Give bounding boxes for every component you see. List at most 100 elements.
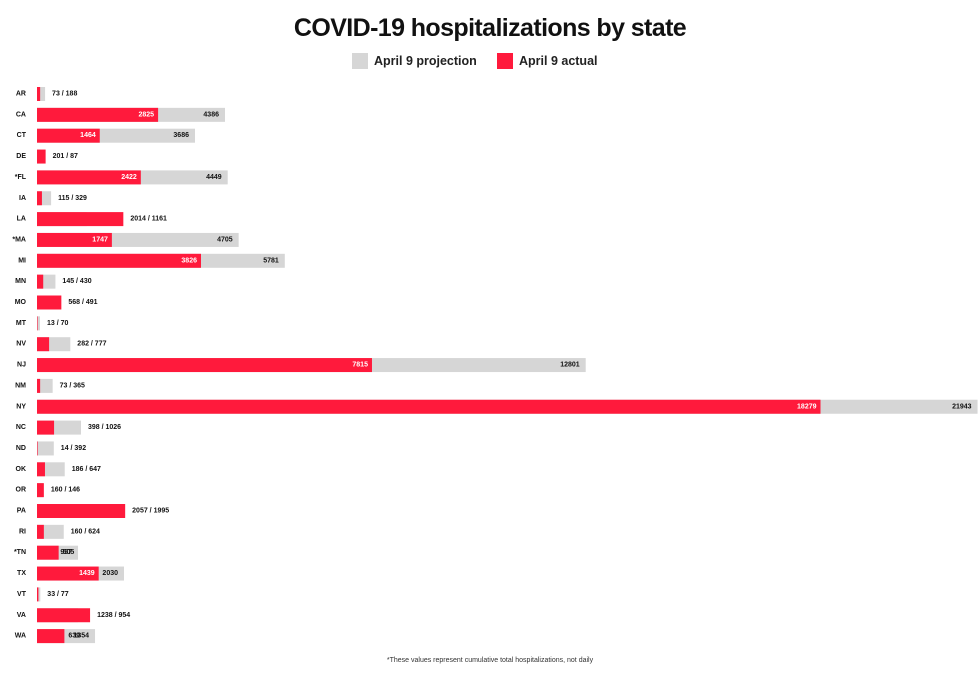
state-label-ma: *MA (12, 236, 26, 243)
state-label-vt: VT (17, 591, 27, 598)
actual-value-label-tn: 505 (63, 549, 75, 556)
value-label-mt: 13 / 70 (47, 320, 69, 327)
value-label-de: 201 / 87 (53, 153, 78, 160)
projection-value-label-ma: 4705 (217, 236, 233, 243)
actual-bar-va (37, 608, 91, 623)
projection-value-label-mi: 5781 (263, 257, 279, 264)
actual-value-label-tx: 1439 (79, 570, 95, 577)
actual-bar-nc (37, 420, 55, 435)
projection-value-label-nj: 12801 (560, 362, 580, 369)
legend-label-projection: April 9 projection (374, 54, 477, 68)
actual-bar-nm (37, 378, 41, 393)
value-label-mn: 145 / 430 (62, 278, 91, 285)
value-label-ar: 73 / 188 (52, 91, 77, 98)
state-label-mi: MI (18, 257, 26, 264)
actual-bar-fl (37, 170, 141, 185)
state-label-mo: MO (15, 299, 27, 306)
actual-value-label-ma: 1747 (92, 236, 108, 243)
actual-value-label-ca: 2825 (139, 111, 155, 118)
actual-value-label-ct: 1464 (80, 132, 96, 139)
state-label-or: OR (16, 487, 27, 494)
state-label-ny: NY (16, 403, 26, 410)
state-label-fl: *FL (15, 174, 27, 181)
value-label-vt: 33 / 77 (47, 591, 69, 598)
actual-bar-nj (37, 358, 372, 373)
value-label-nd: 14 / 392 (61, 445, 86, 452)
state-label-nv: NV (16, 341, 26, 348)
actual-bar-mt (37, 316, 38, 331)
state-label-ia: IA (19, 195, 26, 202)
value-label-or: 160 / 146 (51, 487, 80, 494)
footnote: *These values represent cumulative total… (386, 657, 594, 664)
actual-bar-ct (37, 128, 100, 143)
chart-title: COVID-19 hospitalizations by state (293, 14, 687, 42)
state-label-mn: MN (15, 278, 26, 285)
projection-bar-mt (37, 316, 40, 331)
state-label-ri: RI (19, 528, 26, 535)
actual-bar-nv (37, 337, 50, 352)
projection-value-label-fl: 4449 (206, 174, 222, 181)
state-label-ok: OK (16, 466, 27, 473)
projection-bar-vt (37, 587, 41, 602)
actual-bar-vt (37, 587, 39, 602)
actual-bar-ok (37, 462, 45, 477)
state-label-nd: ND (16, 445, 26, 452)
state-label-ct: CT (17, 132, 27, 139)
value-label-ia: 115 / 329 (58, 195, 87, 202)
actual-bar-ca (37, 107, 159, 122)
state-label-la: LA (17, 216, 26, 223)
value-label-ri: 160 / 624 (71, 528, 100, 535)
value-label-pa: 2057 / 1995 (132, 508, 169, 515)
actual-bar-ny (37, 399, 821, 414)
actual-value-label-mi: 3826 (181, 257, 197, 264)
state-label-tx: TX (17, 570, 26, 577)
actual-value-label-ny: 18279 (797, 403, 817, 410)
state-label-tn: *TN (14, 549, 26, 556)
actual-bar-ar (37, 87, 41, 101)
legend-swatch-projection (352, 53, 368, 69)
actual-bar-tx (37, 566, 99, 581)
legend-label-actual: April 9 actual (519, 54, 598, 68)
actual-value-label-nj: 7815 (352, 362, 368, 369)
value-label-ok: 186 / 647 (72, 466, 101, 473)
projection-value-label-ca: 4386 (203, 111, 219, 118)
state-label-wa: WA (15, 633, 26, 640)
projection-value-label-tn: 957 (60, 549, 72, 556)
state-label-va: VA (17, 612, 26, 619)
state-label-ar: AR (16, 91, 26, 98)
state-label-nj: NJ (17, 362, 26, 369)
state-label-nm: NM (15, 382, 26, 389)
value-label-va: 1238 / 954 (97, 612, 130, 619)
projection-bar-nd (37, 441, 54, 456)
actual-bar-pa (37, 504, 126, 518)
actual-bar-wa (37, 629, 65, 644)
bar-chart: AR 73 / 188 CA 2825 4386 CT 1464 3686 DE 201 / 87… (12, 87, 978, 644)
state-label-ca: CA (16, 111, 26, 118)
actual-bar-ri (37, 524, 44, 539)
projection-value-label-tx: 2030 (102, 570, 118, 577)
value-label-mo: 568 / 491 (68, 299, 97, 306)
actual-bar-mi (37, 253, 201, 268)
state-label-nc: NC (16, 424, 26, 431)
value-label-nv: 282 / 777 (77, 341, 106, 348)
state-label-mt: MT (16, 320, 27, 327)
actual-bar-or (37, 483, 44, 498)
legend-swatch-actual (497, 53, 513, 69)
projection-value-label-ny: 21943 (952, 403, 972, 410)
state-label-pa: PA (17, 508, 26, 515)
actual-bar-la (37, 212, 124, 227)
legend: April 9 projection April 9 actual (0, 53, 980, 71)
value-label-nm: 73 / 365 (60, 382, 85, 389)
projection-value-label-ct: 3686 (173, 132, 189, 139)
value-label-la: 2014 / 1161 (130, 216, 167, 223)
actual-bar-mn (37, 274, 44, 289)
actual-bar-tn (37, 545, 59, 560)
actual-value-label-wa: 639 (68, 633, 80, 640)
actual-bar-ia (37, 191, 42, 206)
actual-value-label-fl: 2422 (121, 174, 137, 181)
actual-bar-mo (37, 295, 62, 310)
actual-bar-de (37, 149, 46, 164)
state-label-de: DE (16, 153, 26, 160)
value-label-nc: 398 / 1026 (88, 424, 121, 431)
actual-bar-nd (37, 441, 38, 456)
